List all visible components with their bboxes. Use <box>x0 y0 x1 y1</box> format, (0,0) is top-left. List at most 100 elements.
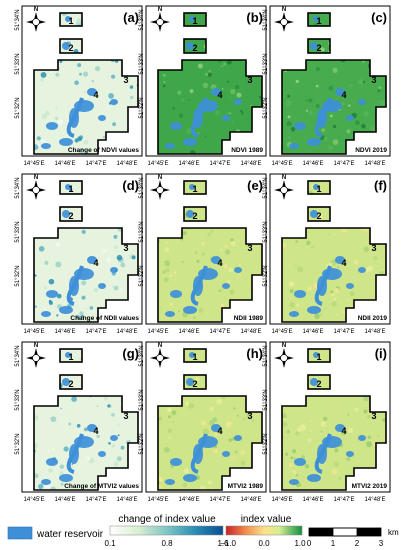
area-2-outline <box>183 374 207 390</box>
y-tick-label: 51°32'N <box>139 97 145 118</box>
scale-tick-3: 3 <box>379 539 384 548</box>
north-arrow-icon <box>26 12 46 32</box>
y-tick-label: 51°34'N <box>139 9 145 30</box>
map-panel-d: 1 2 3 4 (d) Change of NDII values N 14°45'E 14°4… <box>15 173 143 335</box>
panel-caption: MTVI2 1989 <box>228 483 264 490</box>
panel-letter: (i) <box>375 346 387 361</box>
water-body <box>65 16 71 22</box>
change-tick-2: 1.6 <box>217 539 229 548</box>
map-panel-e: 1 2 3 4 (e) NDII 1989 N 14°45'E 14°46'E 14°47'E 14… <box>139 173 267 335</box>
water-body <box>46 290 58 298</box>
area-2-outline <box>59 206 83 222</box>
north-label: N <box>34 343 38 349</box>
north-label: N <box>34 7 38 13</box>
y-tick-label: 51°34'N <box>15 345 21 366</box>
y-tick-label: 51°32'N <box>263 97 269 118</box>
area-label-2: 2 <box>192 211 197 221</box>
panel-letter: (a) <box>123 10 139 25</box>
study-area-outline <box>157 59 263 155</box>
y-tick-label: 51°33'N <box>15 389 21 410</box>
area-label-3: 3 <box>247 243 252 253</box>
water-body <box>310 378 318 386</box>
water-body <box>313 184 319 190</box>
water-body <box>183 138 197 146</box>
x-tick-label: 14°46'E <box>179 329 200 335</box>
water-body <box>46 458 58 466</box>
area-label-3: 3 <box>123 75 128 85</box>
x-tick-label: 14°47'E <box>334 329 355 335</box>
water-channel <box>314 433 332 474</box>
scale-tick-2: 2 <box>355 539 360 548</box>
x-tick-label: 14°45'E <box>148 161 169 167</box>
water-body <box>310 42 318 50</box>
north-label: N <box>282 343 286 349</box>
water-body <box>59 306 73 314</box>
water-body <box>87 424 97 432</box>
y-tick-label: 51°32'N <box>139 433 145 454</box>
x-tick-label: 14°47'E <box>334 161 355 167</box>
y-tick-label: 51°34'N <box>263 345 269 366</box>
panel-letter: (f) <box>374 178 387 193</box>
panel-letter: (g) <box>122 346 139 361</box>
x-tick-label: 14°47'E <box>86 329 107 335</box>
water-channel <box>314 265 332 306</box>
area-label-2: 2 <box>316 211 321 221</box>
y-tick-label: 51°33'N <box>263 389 269 410</box>
x-tick-label: 14°45'E <box>24 161 45 167</box>
water-body <box>186 210 194 218</box>
water-body <box>98 283 106 289</box>
water-body <box>313 16 319 22</box>
area-1-outline <box>307 12 331 27</box>
water-body <box>346 451 354 457</box>
water-channel <box>66 433 84 474</box>
x-tick-label: 14°45'E <box>148 329 169 335</box>
x-tick-label: 14°46'E <box>303 329 324 335</box>
water-body <box>65 184 71 190</box>
water-body <box>98 115 106 121</box>
map-panel-a: 1 2 3 4 (a) Change of NDVI values N 14°45'E 14°4… <box>15 5 143 167</box>
area-1-outline <box>183 12 207 27</box>
change-tick-0: 0.1 <box>104 539 116 548</box>
y-tick-label: 51°32'N <box>139 265 145 286</box>
x-tick-label: 14°45'E <box>272 497 293 503</box>
water-body <box>289 143 299 149</box>
x-tick-label: 14°48'E <box>117 497 138 503</box>
water-body <box>41 143 51 149</box>
panel-caption: MTVI2 2019 <box>352 483 388 490</box>
map-panel-h: 1 2 3 4 (h) MTVI2 1989 N 14°45'E 14°46'E 14°47'E 1… <box>139 341 267 503</box>
water-body <box>62 378 70 386</box>
area-label-2: 2 <box>316 379 321 389</box>
map-panel-i: 1 2 3 4 (i) MTVI2 2019 N 14°45'E 14°46'E 14°47'E 1… <box>263 341 391 503</box>
water-body <box>358 99 366 105</box>
y-tick-label: 51°34'N <box>263 9 269 30</box>
water-body <box>62 42 70 50</box>
x-tick-label: 14°46'E <box>55 161 76 167</box>
x-tick-label: 14°48'E <box>241 497 262 503</box>
area-label-2: 2 <box>68 211 73 221</box>
x-tick-label: 14°48'E <box>365 161 386 167</box>
north-arrow-icon <box>26 348 46 368</box>
change-tick-1: 0.8 <box>161 539 173 548</box>
water-body <box>289 479 299 485</box>
water-body <box>183 306 197 314</box>
water-swatch <box>7 526 33 540</box>
area-label-3: 3 <box>247 75 252 85</box>
index-legend-title: index value <box>241 514 292 525</box>
water-body <box>165 143 175 149</box>
x-tick-label: 14°48'E <box>365 329 386 335</box>
scale-tick-0: 0 <box>307 539 312 548</box>
area-2-outline <box>59 374 83 390</box>
panel-caption: Change of MTVI2 values <box>64 483 139 490</box>
x-tick-label: 14°45'E <box>24 497 45 503</box>
panel-caption: NDVI 1989 <box>231 147 263 154</box>
x-tick-label: 14°47'E <box>86 497 107 503</box>
area-2-outline <box>307 374 331 390</box>
water-body <box>307 474 321 482</box>
x-tick-label: 14°48'E <box>241 329 262 335</box>
x-tick-label: 14°47'E <box>86 161 107 167</box>
index-tick-1: 0.0 <box>258 539 270 548</box>
area-2-outline <box>307 38 331 54</box>
water-body <box>211 424 221 432</box>
x-tick-label: 14°46'E <box>179 497 200 503</box>
panel-caption: NDVI 2019 <box>355 147 387 154</box>
